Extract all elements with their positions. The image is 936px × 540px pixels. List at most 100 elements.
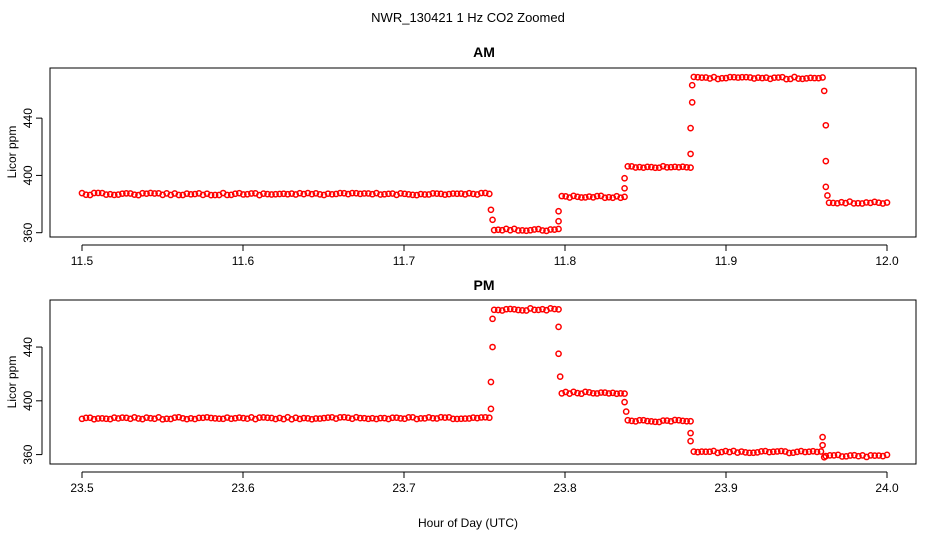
data-point xyxy=(609,389,617,397)
data-point xyxy=(90,415,98,423)
data-point xyxy=(793,448,801,456)
data-point xyxy=(187,414,195,422)
data-point xyxy=(651,418,659,426)
x-axis-label: Hour of Day (UTC) xyxy=(418,516,518,530)
panel-am-title: AM xyxy=(473,44,495,60)
data-point xyxy=(518,227,526,234)
data-point xyxy=(272,415,279,423)
data-point xyxy=(555,217,562,225)
data-point xyxy=(445,190,453,198)
data-point xyxy=(659,417,667,424)
panel-pm-points xyxy=(78,305,891,461)
data-point xyxy=(494,306,502,314)
data-point xyxy=(264,190,271,198)
data-point xyxy=(850,200,858,207)
data-point xyxy=(324,414,332,421)
series-segment xyxy=(825,198,891,207)
data-point xyxy=(320,191,328,199)
data-point xyxy=(687,124,694,132)
data-point xyxy=(795,75,802,82)
data-point xyxy=(726,73,734,81)
data-point xyxy=(296,415,304,423)
data-point xyxy=(523,227,530,235)
data-point xyxy=(441,414,449,421)
data-point xyxy=(514,227,522,234)
data-point xyxy=(469,190,477,198)
data-point xyxy=(304,189,312,197)
data-point xyxy=(207,414,215,422)
data-point xyxy=(110,191,118,199)
data-point xyxy=(453,415,461,423)
data-point xyxy=(207,191,215,199)
data-point xyxy=(425,414,433,421)
data-point xyxy=(621,390,628,397)
data-point xyxy=(336,413,344,421)
data-point xyxy=(98,414,106,422)
data-point xyxy=(231,414,239,422)
data-point xyxy=(867,452,875,459)
data-point xyxy=(433,415,441,422)
data-point xyxy=(360,190,368,197)
data-point xyxy=(758,448,765,455)
data-point xyxy=(826,452,834,459)
data-point xyxy=(830,452,838,459)
panel-pm-y-axis: 360 400 440 xyxy=(21,337,43,465)
data-point xyxy=(817,448,825,455)
data-point xyxy=(825,199,833,207)
data-point xyxy=(819,441,826,449)
data-point xyxy=(324,190,332,198)
data-point xyxy=(485,414,493,422)
data-point xyxy=(203,413,211,421)
data-point xyxy=(879,200,887,207)
data-point xyxy=(601,194,609,202)
data-point xyxy=(871,452,879,459)
data-point xyxy=(421,191,429,198)
data-point xyxy=(688,81,696,89)
data-point xyxy=(555,350,562,358)
data-point xyxy=(239,414,247,422)
data-point xyxy=(413,415,421,423)
data-point xyxy=(421,415,429,422)
data-point xyxy=(621,398,628,406)
data-point xyxy=(260,190,267,197)
data-point xyxy=(551,226,558,234)
data-point xyxy=(328,413,336,421)
series-segment xyxy=(624,416,694,426)
data-point xyxy=(272,190,279,198)
data-point xyxy=(593,390,601,397)
data-point xyxy=(799,75,806,83)
data-point xyxy=(489,343,496,351)
data-point xyxy=(803,75,810,82)
data-point xyxy=(340,413,348,421)
data-point xyxy=(862,199,870,206)
data-point xyxy=(490,306,498,314)
data-point xyxy=(855,452,862,460)
x-tick-label: 11.6 xyxy=(232,254,255,268)
panel-pm: PM 23.5 23.6 23.7 23.8 23.9 24.0 360 400 440 Li… xyxy=(5,277,917,495)
data-point xyxy=(758,74,766,82)
data-point xyxy=(110,414,118,421)
data-point xyxy=(494,226,502,234)
data-point xyxy=(340,189,348,197)
data-point xyxy=(441,191,449,199)
data-point xyxy=(531,306,538,314)
data-point xyxy=(718,448,725,456)
data-point xyxy=(734,74,742,81)
data-point xyxy=(312,189,320,197)
x-tick-label: 23.6 xyxy=(231,481,255,495)
data-point xyxy=(131,413,138,421)
data-point xyxy=(498,307,506,314)
data-point xyxy=(628,163,636,170)
data-point xyxy=(264,414,271,422)
data-point xyxy=(268,414,275,422)
data-point xyxy=(783,75,790,83)
data-point xyxy=(171,414,179,421)
data-point xyxy=(401,190,408,198)
data-point xyxy=(617,390,625,397)
data-point xyxy=(179,414,187,422)
series-segment xyxy=(78,189,493,199)
data-point xyxy=(312,415,320,422)
data-point xyxy=(694,448,702,456)
data-point xyxy=(585,389,593,396)
